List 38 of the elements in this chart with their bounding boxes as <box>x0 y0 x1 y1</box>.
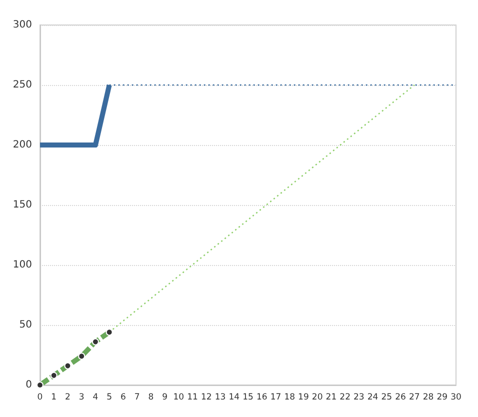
x-tick-label: 2 <box>65 392 70 402</box>
x-tick-label: 27 <box>408 392 420 402</box>
x-tick-label: 20 <box>312 392 323 402</box>
x-tick-label: 25 <box>381 392 392 402</box>
x-tick-label: 29 <box>436 392 448 402</box>
y-tick-label: 250 <box>12 80 32 90</box>
x-tick-label: 1 <box>51 392 57 402</box>
x-tick-label: 23 <box>354 392 364 402</box>
x-tick-label: 10 <box>173 392 184 402</box>
x-tick-label: 4 <box>92 392 98 402</box>
y-tick-label: 150 <box>12 200 32 210</box>
y-tick-label: 300 <box>12 20 32 30</box>
x-tick-label: 11 <box>187 392 198 402</box>
x-tick-label: 26 <box>395 392 406 402</box>
x-tick-label: 0 <box>37 392 43 402</box>
x-tick-label: 6 <box>120 392 126 402</box>
y-tick-label: 200 <box>12 140 32 150</box>
x-tick-label: 15 <box>242 392 254 402</box>
x-tick-label: 16 <box>256 392 268 402</box>
x-tick-label: 9 <box>162 392 168 402</box>
x-tick-label: 3 <box>78 392 84 402</box>
x-tick-label: 14 <box>228 392 240 402</box>
x-tick-label: 5 <box>106 392 112 402</box>
x-tick-label: 24 <box>367 392 378 402</box>
y-tick-label: 100 <box>12 260 32 270</box>
x-tick-label: 18 <box>284 392 296 402</box>
x-tick-label: 8 <box>148 392 154 402</box>
x-tick-label: 12 <box>200 392 212 402</box>
x-tick-label: 7 <box>134 392 140 402</box>
x-tick-label: 17 <box>270 392 282 402</box>
x-tick-label: 28 <box>422 392 434 402</box>
x-tick-label: 13 <box>214 392 226 402</box>
x-tick-label: 22 <box>340 392 350 402</box>
x-tick-label: 30 <box>450 392 462 402</box>
x-tick-label: 19 <box>298 392 309 402</box>
y-tick-label: 0 <box>26 380 32 390</box>
y-tick-label: 50 <box>19 320 32 330</box>
x-tick-label: 21 <box>326 392 337 402</box>
